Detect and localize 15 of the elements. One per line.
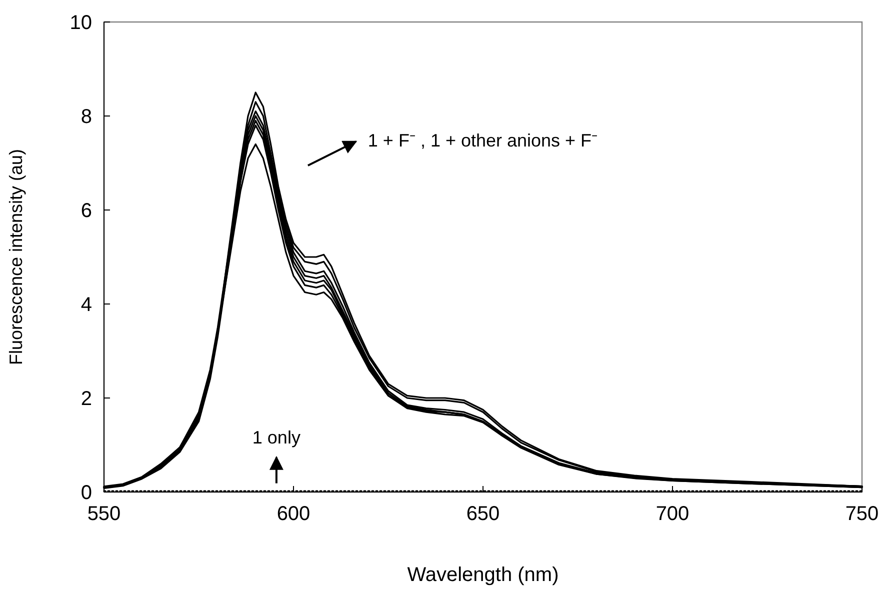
y-tick-label: 2 xyxy=(80,388,92,410)
y-tick-label: 6 xyxy=(80,200,92,222)
annotation: 1 only xyxy=(252,427,300,448)
y-tick-label: 8 xyxy=(80,106,92,128)
x-tick-label: 550 xyxy=(87,503,121,525)
y-tick-label: 10 xyxy=(70,12,92,34)
x-tick-label: 750 xyxy=(845,503,879,525)
x-tick-label: 700 xyxy=(656,503,690,525)
x-tick-label: 600 xyxy=(276,503,310,525)
y-tick-label: 0 xyxy=(80,482,92,504)
annotation: 1 + F⁻ , 1 + other anions + F⁻ xyxy=(368,130,598,150)
x-tick-label: 650 xyxy=(466,503,500,525)
x-axis-title: Wavelength (nm) xyxy=(407,564,559,586)
y-axis-title: Fluorescence intensity (au) xyxy=(6,148,26,366)
y-tick-label: 4 xyxy=(80,294,92,316)
